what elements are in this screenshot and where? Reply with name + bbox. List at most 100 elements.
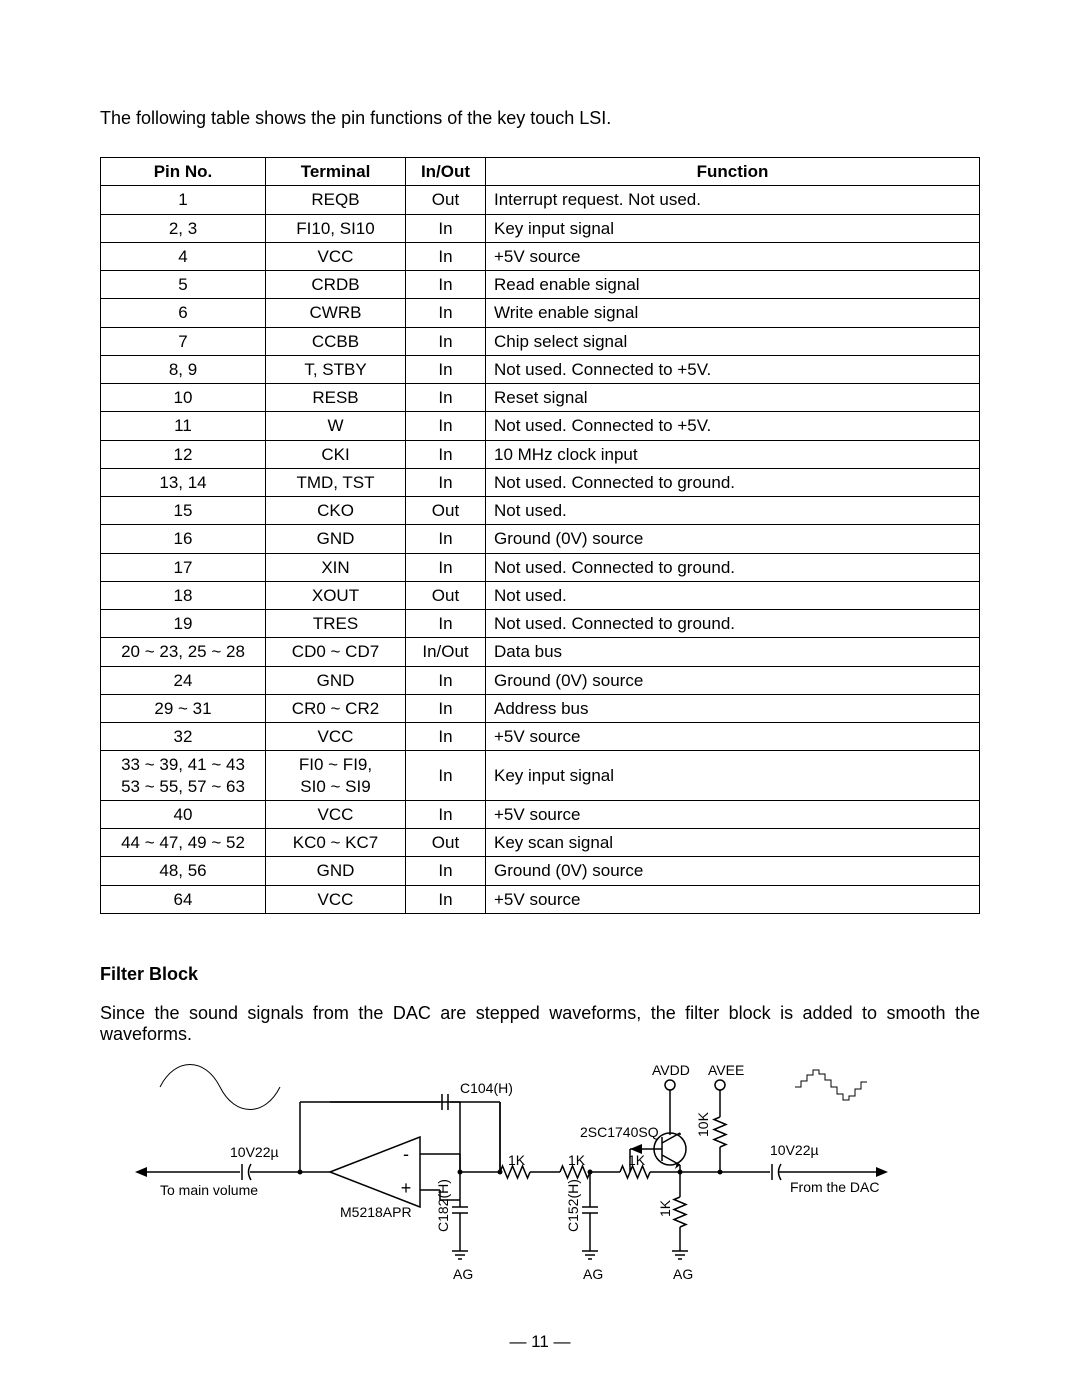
table-row: 2, 3FI10, SI10InKey input signal — [101, 214, 980, 242]
table-cell: CR0 ~ CR2 — [266, 694, 406, 722]
table-cell: In — [406, 384, 486, 412]
table-cell: CKO — [266, 497, 406, 525]
table-cell: TMD, TST — [266, 468, 406, 496]
table-cell: CCBB — [266, 327, 406, 355]
table-cell: 18 — [101, 581, 266, 609]
table-row: 18XOUTOutNot used. — [101, 581, 980, 609]
table-cell: 2, 3 — [101, 214, 266, 242]
table-cell: Not used. — [486, 497, 980, 525]
svg-text:AG: AG — [673, 1266, 693, 1282]
table-cell: VCC — [266, 723, 406, 751]
table-cell: 12 — [101, 440, 266, 468]
table-cell: 44 ~ 47, 49 ~ 52 — [101, 829, 266, 857]
table-cell: Out — [406, 186, 486, 214]
table-cell: XIN — [266, 553, 406, 581]
table-cell: W — [266, 412, 406, 440]
table-row: 16GNDInGround (0V) source — [101, 525, 980, 553]
table-cell: In/Out — [406, 638, 486, 666]
table-cell: 15 — [101, 497, 266, 525]
table-cell: In — [406, 440, 486, 468]
svg-text:10V22µ: 10V22µ — [230, 1144, 279, 1160]
svg-text:1K: 1K — [657, 1199, 673, 1217]
table-cell: CRDB — [266, 271, 406, 299]
table-row: 17XINInNot used. Connected to ground. — [101, 553, 980, 581]
svg-text:C152(H): C152(H) — [565, 1179, 581, 1232]
table-cell: 1 — [101, 186, 266, 214]
table-row: 19TRESInNot used. Connected to ground. — [101, 610, 980, 638]
table-row: 8, 9T, STBYInNot used. Connected to +5V. — [101, 355, 980, 383]
table-cell: In — [406, 553, 486, 581]
table-cell: FI10, SI10 — [266, 214, 406, 242]
svg-text:10K: 10K — [695, 1111, 711, 1137]
table-cell: 48, 56 — [101, 857, 266, 885]
table-cell: 13, 14 — [101, 468, 266, 496]
table-cell: In — [406, 412, 486, 440]
table-row: 12CKIIn10 MHz clock input — [101, 440, 980, 468]
table-row: 10RESBInReset signal — [101, 384, 980, 412]
table-cell: CKI — [266, 440, 406, 468]
table-cell: 19 — [101, 610, 266, 638]
table-cell: In — [406, 271, 486, 299]
svg-text:C182(H): C182(H) — [435, 1179, 451, 1232]
table-cell: GND — [266, 857, 406, 885]
table-cell: Not used. Connected to ground. — [486, 553, 980, 581]
table-cell: Not used. Connected to +5V. — [486, 412, 980, 440]
table-cell: Not used. Connected to ground. — [486, 610, 980, 638]
table-cell: 5 — [101, 271, 266, 299]
table-cell: CD0 ~ CD7 — [266, 638, 406, 666]
table-row: 32VCCIn+5V source — [101, 723, 980, 751]
table-cell: Write enable signal — [486, 299, 980, 327]
table-cell: 6 — [101, 299, 266, 327]
table-cell: Key input signal — [486, 751, 980, 801]
table-cell: Ground (0V) source — [486, 666, 980, 694]
table-cell: +5V source — [486, 242, 980, 270]
table-cell: Read enable signal — [486, 271, 980, 299]
table-cell: 29 ~ 31 — [101, 694, 266, 722]
table-cell: Out — [406, 497, 486, 525]
table-cell: KC0 ~ KC7 — [266, 829, 406, 857]
svg-text:AG: AG — [453, 1266, 473, 1282]
table-cell: Key input signal — [486, 214, 980, 242]
table-cell: 8, 9 — [101, 355, 266, 383]
table-cell: 7 — [101, 327, 266, 355]
table-row: 6CWRBInWrite enable signal — [101, 299, 980, 327]
table-cell: 10 — [101, 384, 266, 412]
table-cell: Not used. Connected to ground. — [486, 468, 980, 496]
table-cell: RESB — [266, 384, 406, 412]
filter-block-heading: Filter Block — [100, 964, 980, 985]
table-cell: 11 — [101, 412, 266, 440]
svg-text:1K: 1K — [568, 1152, 586, 1168]
svg-text:2SC1740SQ: 2SC1740SQ — [580, 1124, 659, 1140]
filter-block-text: Since the sound signals from the DAC are… — [100, 1003, 980, 1045]
table-row: 4VCCIn+5V source — [101, 242, 980, 270]
table-cell: FI0 ~ FI9,SI0 ~ SI9 — [266, 751, 406, 801]
table-cell: In — [406, 666, 486, 694]
table-cell: Chip select signal — [486, 327, 980, 355]
table-cell: Address bus — [486, 694, 980, 722]
table-cell: GND — [266, 666, 406, 694]
table-cell: In — [406, 857, 486, 885]
table-cell: Ground (0V) source — [486, 525, 980, 553]
th-func: Function — [486, 158, 980, 186]
svg-text:+: + — [401, 1178, 412, 1198]
table-cell: Reset signal — [486, 384, 980, 412]
table-cell: Out — [406, 829, 486, 857]
table-cell: Not used. — [486, 581, 980, 609]
table-row: 13, 14TMD, TSTInNot used. Connected to g… — [101, 468, 980, 496]
table-cell: In — [406, 723, 486, 751]
table-cell: 33 ~ 39, 41 ~ 4353 ~ 55, 57 ~ 63 — [101, 751, 266, 801]
table-cell: Key scan signal — [486, 829, 980, 857]
table-cell: In — [406, 214, 486, 242]
table-row: 48, 56GNDInGround (0V) source — [101, 857, 980, 885]
table-cell: Interrupt request. Not used. — [486, 186, 980, 214]
table-cell: +5V source — [486, 800, 980, 828]
table-cell: In — [406, 327, 486, 355]
table-cell: +5V source — [486, 723, 980, 751]
table-cell: In — [406, 610, 486, 638]
svg-text:From the DAC: From the DAC — [790, 1179, 879, 1195]
table-cell: In — [406, 525, 486, 553]
svg-text:M5218APR: M5218APR — [340, 1204, 412, 1220]
table-cell: 20 ~ 23, 25 ~ 28 — [101, 638, 266, 666]
table-row: 44 ~ 47, 49 ~ 52KC0 ~ KC7OutKey scan sig… — [101, 829, 980, 857]
table-cell: 17 — [101, 553, 266, 581]
